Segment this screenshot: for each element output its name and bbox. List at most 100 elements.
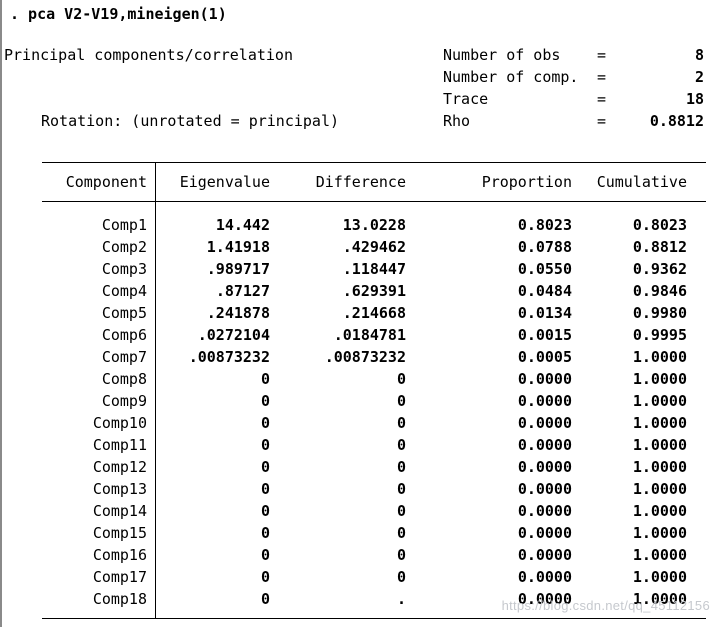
eigenvalue-cell: 0 (260, 414, 270, 432)
difference-cell: 0 (396, 546, 406, 564)
stat-label: Rho (443, 112, 471, 130)
stat-number-of-comp: Number of comp. = 2 (443, 66, 704, 88)
difference-cell: .214668 (342, 304, 406, 322)
eigenvalues-table: Component Eigenvalue Difference Proporti… (42, 162, 706, 619)
eigenvalue-cell: 0 (260, 458, 270, 476)
cumulative-cell: 1.0000 (632, 370, 687, 388)
table-row: Comp15 0 0 0.0000 1.0000 (42, 522, 706, 544)
table-row: Comp17 0 0 0.0000 1.0000 (42, 566, 706, 588)
component-cell: Comp4 (101, 282, 147, 300)
table-body: Comp1 14.442 13.0228 0.8023 0.8023 Comp2… (42, 202, 706, 618)
cumulative-cell: 1.0000 (632, 414, 687, 432)
eigenvalue-cell: .00873232 (188, 348, 270, 366)
proportion-cell: 0.0134 (517, 304, 572, 322)
column-header-proportion: Proportion (481, 173, 572, 191)
table-row: Comp14 0 0 0.0000 1.0000 (42, 500, 706, 522)
difference-cell: 0 (396, 414, 406, 432)
difference-cell: 0 (396, 458, 406, 476)
eigenvalue-cell: 0 (260, 546, 270, 564)
table-row: Comp9 0 0 0.0000 1.0000 (42, 390, 706, 412)
table-row: Comp13 0 0 0.0000 1.0000 (42, 478, 706, 500)
cumulative-cell: 1.0000 (632, 502, 687, 520)
eigenvalue-cell: 0 (260, 524, 270, 542)
difference-cell: 0 (396, 370, 406, 388)
difference-cell: 0 (396, 502, 406, 520)
eigenvalue-cell: 0 (260, 568, 270, 586)
component-cell: Comp5 (101, 304, 147, 322)
eigenvalue-cell: 14.442 (215, 216, 270, 234)
proportion-cell: 0.0000 (517, 414, 572, 432)
table-row: Comp7 .00873232 .00873232 0.0005 1.0000 (42, 346, 706, 368)
eigenvalue-cell: 0 (260, 392, 270, 410)
component-cell: Comp18 (92, 590, 147, 608)
column-header-eigenvalue: Eigenvalue (179, 173, 270, 191)
component-cell: Comp3 (101, 260, 147, 278)
stata-command: . pca V2-V19,mineigen(1) (10, 5, 227, 23)
table-row: Comp12 0 0 0.0000 1.0000 (42, 456, 706, 478)
cumulative-cell: 0.8023 (632, 216, 687, 234)
proportion-cell: 0.0000 (517, 370, 572, 388)
eigenvalue-cell: .87127 (215, 282, 270, 300)
cumulative-cell: 1.0000 (632, 392, 687, 410)
difference-cell: .0184781 (333, 326, 406, 344)
cumulative-cell: 1.0000 (632, 348, 687, 366)
table-header-row: Component Eigenvalue Difference Proporti… (42, 163, 706, 202)
component-cell: Comp7 (101, 348, 147, 366)
proportion-cell: 0.0550 (517, 260, 572, 278)
table-row: Comp11 0 0 0.0000 1.0000 (42, 434, 706, 456)
component-cell: Comp9 (101, 392, 147, 410)
proportion-cell: 0.0000 (517, 436, 572, 454)
stat-value: 2 (694, 68, 704, 86)
difference-cell: 0 (396, 480, 406, 498)
table-row: Comp10 0 0 0.0000 1.0000 (42, 412, 706, 434)
proportion-cell: 0.0000 (517, 458, 572, 476)
column-header-difference: Difference (315, 173, 406, 191)
cumulative-cell: 1.0000 (632, 524, 687, 542)
table-row: Comp16 0 0 0.0000 1.0000 (42, 544, 706, 566)
component-cell: Comp2 (101, 238, 147, 256)
difference-cell: .00873232 (324, 348, 406, 366)
summary-row: Principal components/correlation Number … (2, 44, 713, 66)
equals-sign: = (597, 90, 607, 108)
equals-sign: = (597, 112, 607, 130)
component-cell: Comp12 (92, 458, 147, 476)
stat-value: 0.8812 (649, 112, 704, 130)
stat-rho: Rho = 0.8812 (443, 110, 704, 132)
difference-cell: .118447 (342, 260, 406, 278)
table-row: Comp3 .989717 .118447 0.0550 0.9362 (42, 258, 706, 280)
eigenvalue-cell: 0 (260, 480, 270, 498)
equals-sign: = (597, 68, 607, 86)
cumulative-cell: 1.0000 (632, 568, 687, 586)
proportion-cell: 0.0000 (517, 590, 572, 608)
table-row: Comp18 0 . 0.0000 1.0000 (42, 588, 706, 610)
eigenvalue-cell: .989717 (206, 260, 270, 278)
table-row: Comp8 0 0 0.0000 1.0000 (42, 368, 706, 390)
stat-trace: Trace = 18 (443, 88, 704, 110)
equals-sign: = (597, 46, 607, 64)
summary-row: Number of comp. = 2 (2, 66, 713, 88)
table-row: Comp5 .241878 .214668 0.0134 0.9980 (42, 302, 706, 324)
proportion-cell: 0.0000 (517, 568, 572, 586)
component-cell: Comp15 (92, 524, 147, 542)
difference-cell: .429462 (342, 238, 406, 256)
stat-label: Number of obs (443, 46, 561, 64)
cumulative-cell: 0.9995 (632, 326, 687, 344)
cumulative-cell: 1.0000 (632, 480, 687, 498)
proportion-cell: 0.0000 (517, 480, 572, 498)
component-cell: Comp17 (92, 568, 147, 586)
proportion-cell: 0.8023 (517, 216, 572, 234)
difference-cell: 13.0228 (342, 216, 406, 234)
eigenvalue-cell: 0 (260, 502, 270, 520)
stat-label: Number of comp. (443, 68, 579, 86)
proportion-cell: 0.0000 (517, 546, 572, 564)
component-cell: Comp16 (92, 546, 147, 564)
proportion-cell: 0.0000 (517, 502, 572, 520)
rotation-note: Rotation: (unrotated = principal) (41, 112, 340, 130)
cumulative-cell: 1.0000 (632, 546, 687, 564)
proportion-cell: 0.0000 (517, 392, 572, 410)
component-cell: Comp6 (101, 326, 147, 344)
difference-cell: 0 (396, 524, 406, 542)
proportion-cell: 0.0015 (517, 326, 572, 344)
component-cell: Comp13 (92, 480, 147, 498)
